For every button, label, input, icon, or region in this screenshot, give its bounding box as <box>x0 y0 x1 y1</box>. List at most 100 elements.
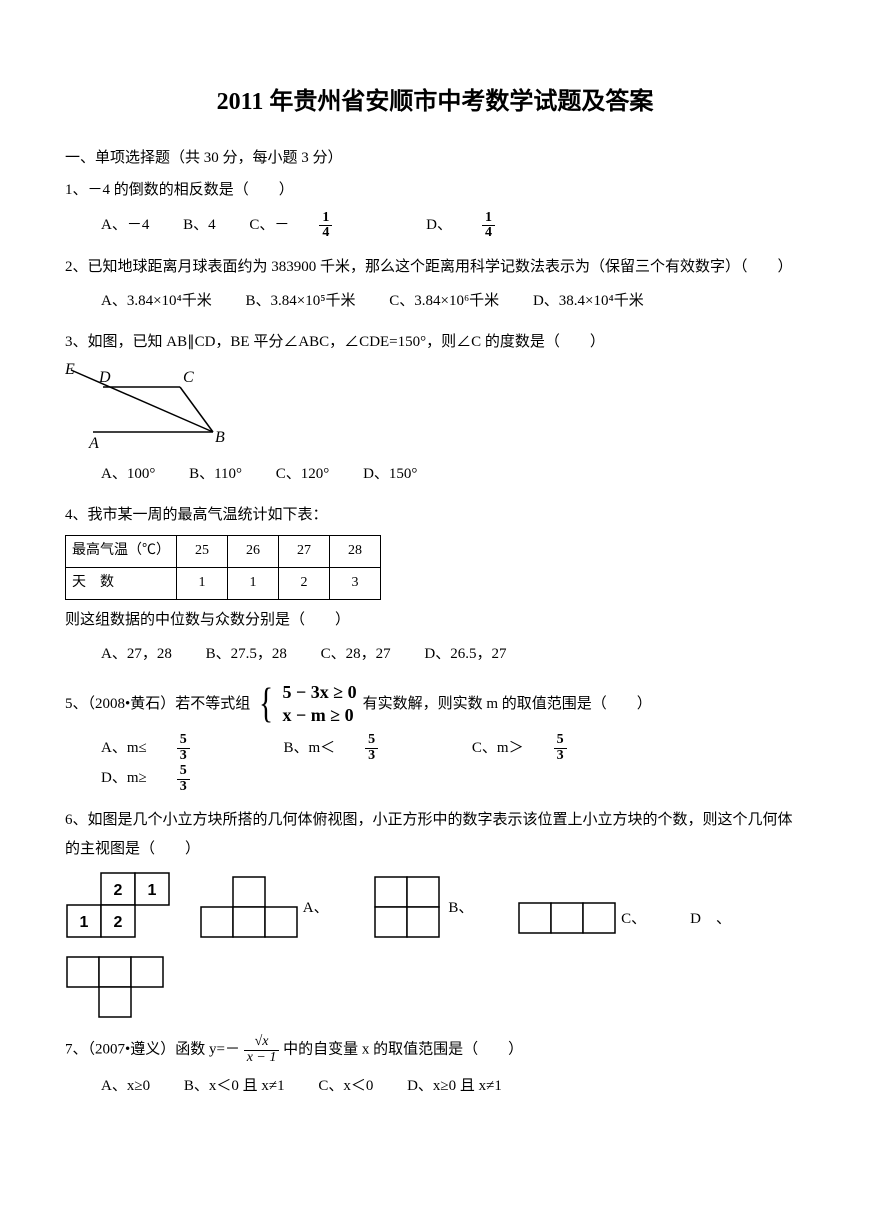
q4-opt-c: C、28，27 <box>321 646 391 662</box>
q5-d-label: D、m≥ <box>101 770 147 786</box>
q1-c-label: C、－ <box>249 217 289 233</box>
frac-num: √x <box>244 1035 280 1051</box>
q2-opt-d: D、38.4×10⁴千米 <box>533 293 644 309</box>
q7-opt-c: C、x＜0 <box>318 1078 373 1094</box>
section-header: 一、单项选择题（共 30 分，每小题 3 分） <box>65 144 805 173</box>
table-cell: 3 <box>330 568 381 600</box>
q7-opt-b: B、x＜0 且 x≠1 <box>184 1078 285 1094</box>
q7-opt-d: D、x≥0 且 x≠1 <box>407 1078 502 1094</box>
cell-header: 天 数 <box>66 568 177 600</box>
question-5: 5、（2008•黄石）若不等式组 { 5 − 3x ≥ 0 x − m ≥ 0 … <box>65 681 805 728</box>
q4-table: 最高气温（℃） 25 26 27 28 天 数 1 1 2 3 <box>65 535 381 599</box>
frac-den: x − 1 <box>244 1051 280 1066</box>
question-6: 6、如图是几个小立方块所搭的几何体俯视图，小正方形中的数字表示该位置上小立方块的… <box>65 806 805 863</box>
question-3: 3、如图，已知 AB∥CD，BE 平分∠ABC，∠CDE=150°，则∠C 的度… <box>65 328 805 357</box>
cell-header: 最高气温（℃） <box>66 536 177 568</box>
q2-opt-c: C、3.84×10⁶千米 <box>389 293 499 309</box>
q5-a-label: A、m≤ <box>101 740 147 756</box>
fraction-icon: 53 <box>177 764 220 794</box>
q1-opt-d: D、14 <box>426 217 555 233</box>
q6-opt-b-wrap: B、 <box>373 875 494 941</box>
q4-opt-b: B、27.5，28 <box>206 646 287 662</box>
label-B: B <box>215 429 225 446</box>
frac-den: 3 <box>177 749 190 764</box>
q6-opt-a: A、 <box>303 894 329 931</box>
sys-line2: x − m ≥ 0 <box>282 705 353 725</box>
q4-opt-d: D、26.5，27 <box>424 646 506 662</box>
cell-num: 1 <box>148 882 157 899</box>
frac-num: 5 <box>365 733 378 749</box>
q1-d-label: D、 <box>426 217 452 233</box>
q4-opt-a: A、27，28 <box>101 646 172 662</box>
cell-num: 2 <box>114 882 123 899</box>
fraction-icon: 53 <box>177 733 220 763</box>
q5-pre: 5、（2008•黄石）若不等式组 <box>65 690 250 719</box>
question-7: 7、（2007•遵义）函数 y=－ √x x − 1 中的自变量 x 的取值范围… <box>65 1035 805 1065</box>
topview-grid-icon: 2 1 1 2 <box>65 871 175 941</box>
fraction-icon: √x x − 1 <box>244 1035 280 1065</box>
label-D: D <box>98 369 111 386</box>
table-cell: 25 <box>177 536 228 568</box>
inequality-system: 5 − 3x ≥ 0 x − m ≥ 0 <box>282 681 356 728</box>
q5-opt-b: B、m＜53 <box>283 740 438 756</box>
q3-opt-c: C、120° <box>276 466 330 482</box>
q5-c-label: C、m＞ <box>472 740 524 756</box>
frac-num: 1 <box>319 211 332 227</box>
q6-opt-c-wrap: C、 <box>517 901 666 941</box>
q6-opt-d: D 、 <box>690 905 731 942</box>
frac-den: 3 <box>365 749 378 764</box>
q5-opt-a: A、m≤53 <box>101 740 250 756</box>
q5-post: 有实数解，则实数 m 的取值范围是（ ） <box>363 690 652 719</box>
table-cell: 2 <box>279 568 330 600</box>
q2-opt-a: A、3.84×10⁴千米 <box>101 293 212 309</box>
q3-figure: E D C A B <box>65 362 805 454</box>
frac-den: 3 <box>554 749 567 764</box>
front-view-b-icon <box>373 875 445 941</box>
label-A: A <box>88 435 99 452</box>
frac-num: 5 <box>177 733 190 749</box>
question-4: 4、我市某一周的最高气温统计如下表： <box>65 501 805 530</box>
q3-opt-b: B、110° <box>189 466 242 482</box>
q7-post: 中的自变量 x 的取值范围是（ ） <box>283 1042 523 1058</box>
q6-opt-d-wrap <box>65 955 805 1021</box>
frac-num: 5 <box>554 733 567 749</box>
table-cell: 1 <box>228 568 279 600</box>
question-2: 2、已知地球距离月球表面约为 383900 千米，那么这个距离用科学记数法表示为… <box>65 253 805 282</box>
sys-line1: 5 − 3x ≥ 0 <box>282 682 356 702</box>
q1-opt-a: A、－4 <box>101 217 149 233</box>
page-title: 2011 年贵州省安顺市中考数学试题及答案 <box>65 80 805 126</box>
fraction-icon: 14 <box>319 211 362 241</box>
fraction-icon: 14 <box>482 211 525 241</box>
q7-opt-a: A、x≥0 <box>101 1078 150 1094</box>
q1-options: A、－4 B、4 C、－14 D、14 <box>65 211 805 241</box>
table-cell: 1 <box>177 568 228 600</box>
front-view-d-icon <box>65 955 165 1021</box>
q7-options: A、x≥0 B、x＜0 且 x≠1 C、x＜0 D、x≥0 且 x≠1 <box>65 1072 805 1101</box>
q5-opt-d: D、m≥53 <box>101 770 250 786</box>
q6-figures: 2 1 1 2 A、 B、 <box>65 871 805 1021</box>
cell-num: 1 <box>80 914 89 931</box>
q3-options: A、100° B、110° C、120° D、150° <box>65 460 805 489</box>
frac-num: 5 <box>177 764 190 780</box>
frac-den: 4 <box>319 226 332 241</box>
question-1: 1、－4 的倒数的相反数是（ ） <box>65 176 805 205</box>
q5-b-label: B、m＜ <box>283 740 335 756</box>
question-4b: 则这组数据的中位数与众数分别是（ ） <box>65 606 805 635</box>
q1-opt-c: C、－14 <box>249 217 392 233</box>
fraction-icon: 53 <box>365 733 408 763</box>
q6-opt-c: C、 <box>621 905 646 942</box>
q3-opt-d: D、150° <box>363 466 417 482</box>
q5-opt-c: C、m＞53 <box>472 740 627 756</box>
left-brace-icon: { <box>259 683 273 725</box>
cell-num: 2 <box>114 914 123 931</box>
fraction-icon: 53 <box>554 733 597 763</box>
q1-opt-b: B、4 <box>183 217 216 233</box>
q7-pre: 7、（2007•遵义）函数 y=－ <box>65 1042 240 1058</box>
label-C: C <box>183 369 194 386</box>
frac-den: 4 <box>482 226 495 241</box>
table-row: 最高气温（℃） 25 26 27 28 <box>66 536 381 568</box>
table-cell: 28 <box>330 536 381 568</box>
label-E: E <box>65 362 75 378</box>
q6-opt-a-wrap: A、 <box>199 875 349 941</box>
table-row: 天 数 1 1 2 3 <box>66 568 381 600</box>
